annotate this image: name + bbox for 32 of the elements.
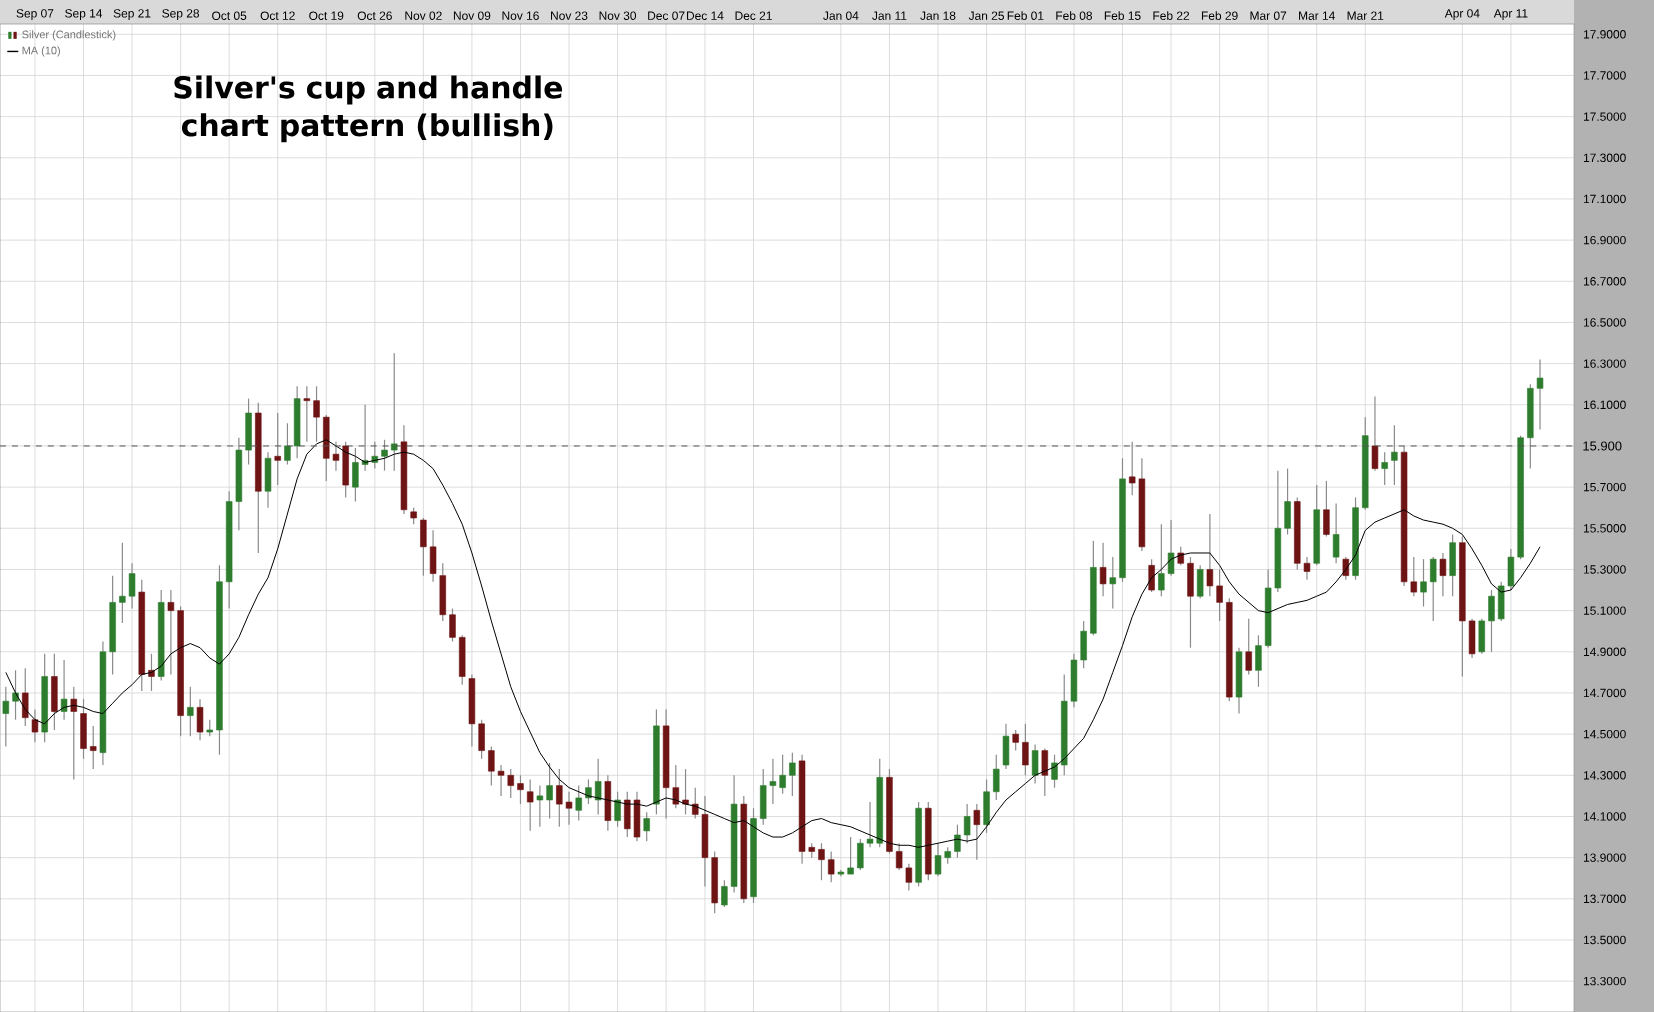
candlestick [643,811,650,842]
candlestick [274,412,281,486]
candlestick [973,803,981,861]
candlestick [284,422,291,466]
candlestick [264,451,272,509]
candlestick [1148,558,1155,593]
candlestick [614,791,621,828]
candlestick [187,686,194,737]
candlestick [1449,533,1456,597]
candlestick [1381,451,1388,486]
candlestick [70,686,78,781]
candlestick [1332,502,1340,564]
candlestick [1041,747,1049,797]
candlestick [1002,723,1010,770]
candlestick [1371,395,1379,472]
candlestick [1245,618,1252,676]
candlestick [604,774,612,832]
candlestick [1323,480,1330,538]
candlestick [1235,647,1243,715]
candlestick [1099,542,1107,597]
candlestick [60,659,68,721]
candlestick [1439,552,1447,597]
candlestick [526,778,534,832]
text: Silver's cup and handle chart pattern (bullish) [174,75,563,143]
candlestick [22,667,29,727]
candlestick [1031,743,1039,785]
candlestick [31,708,39,743]
candlestick [196,698,204,741]
candlestick [1391,424,1398,486]
candlestick [51,653,58,731]
candlestick [1196,564,1204,599]
candlestick [293,385,301,459]
